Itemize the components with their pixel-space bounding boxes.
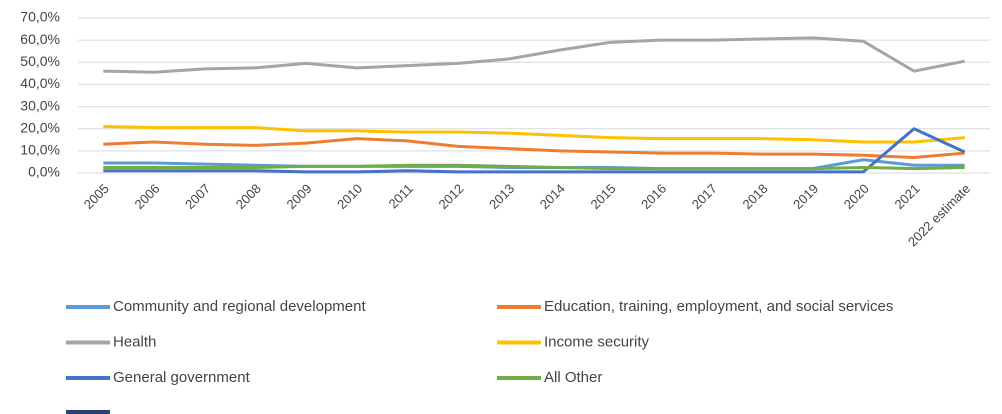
x-tick-label: 2012 [435, 181, 466, 212]
x-tick-label: 2010 [334, 181, 365, 212]
x-tick-label: 2018 [739, 181, 770, 212]
series-line [103, 127, 966, 174]
legend-label: Health [113, 333, 156, 350]
x-tick-label: 2017 [689, 181, 720, 212]
y-tick-label: 0,0% [28, 164, 60, 180]
x-tick-label: 2014 [537, 181, 568, 212]
legend-label: All Other [544, 369, 602, 386]
x-tick-label: 2009 [283, 181, 314, 212]
y-tick-label: 70,0% [20, 9, 60, 25]
series-line [103, 125, 965, 144]
series-line [103, 163, 965, 171]
y-tick-label: 20,0% [20, 119, 60, 135]
x-tick-label: 2006 [131, 181, 162, 212]
y-tick-label: 40,0% [20, 75, 60, 91]
y-tick-label: 60,0% [20, 31, 60, 47]
x-tick-label: 2019 [790, 181, 821, 212]
x-tick-label: 2013 [486, 181, 517, 212]
legend-label: General government [113, 369, 251, 386]
legend-label: Community and regional development [113, 298, 366, 315]
y-tick-label: 10,0% [20, 142, 60, 158]
x-tick-label: 2015 [587, 181, 618, 212]
x-tick-label: 2021 [891, 181, 922, 212]
x-tick-label: 2016 [638, 181, 669, 212]
x-tick-label: 2020 [841, 181, 872, 212]
y-tick-label: 30,0% [20, 97, 60, 113]
series-line [103, 36, 965, 74]
x-tick-label: 2005 [81, 181, 112, 212]
x-tick-label: 2011 [386, 181, 416, 211]
legend-label: Education, training, employment, and soc… [544, 298, 893, 315]
y-tick-label: 50,0% [20, 53, 60, 69]
series-line [103, 137, 965, 159]
legend-label: Income security [544, 333, 650, 350]
x-tick-label: 2008 [233, 181, 264, 212]
x-tick-label: 2007 [182, 181, 213, 212]
